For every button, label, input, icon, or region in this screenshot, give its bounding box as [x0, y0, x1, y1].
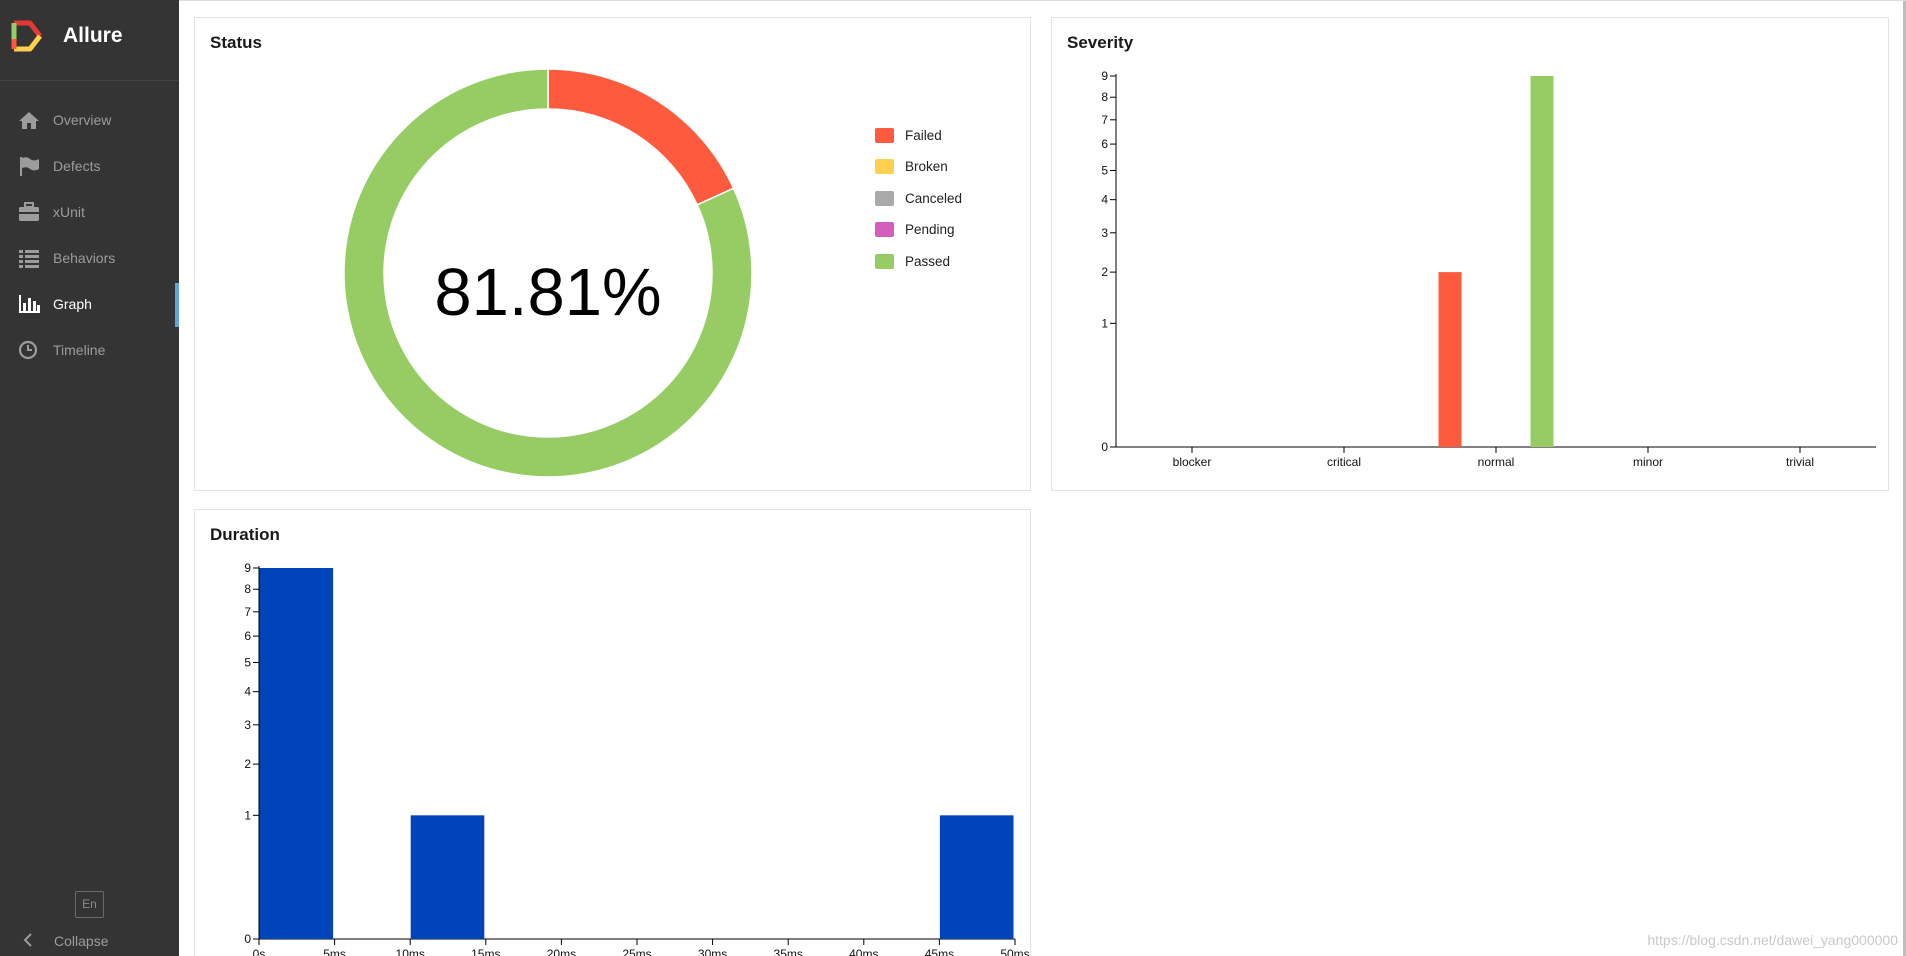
chevron-left-icon [23, 933, 32, 947]
duration-histogram: 0 1 2 3 4 5 6 7 8 9 0s 5ms 10ms 15ms 20ms 25ms 30ms 35ms 4… [244, 561, 1029, 956]
x-tick-label: critical [1327, 455, 1361, 469]
y-tick-label: 5 [244, 655, 251, 669]
legend-label: Pending [905, 222, 955, 238]
severity-widget: Severity 0 1 2 3 4 5 6 7 8 9 blocker critical normal… [1051, 17, 1889, 491]
y-tick-label: 3 [244, 718, 251, 732]
x-tick-label: 0s [253, 947, 266, 956]
legend-swatch [875, 128, 894, 143]
page-scrollbar[interactable] [1903, 1, 1906, 956]
donut-slice-passed [343, 68, 753, 478]
sidebar: Allure Overview Defects [0, 0, 179, 956]
duration-bar [410, 815, 485, 939]
status-title: Status [210, 33, 262, 52]
y-tick-label: 6 [244, 629, 251, 643]
sidebar-item-label: Graph [53, 296, 92, 312]
list-icon [19, 250, 39, 268]
sidebar-item-label: Timeline [53, 342, 106, 358]
allure-logo-icon [11, 20, 42, 52]
x-tick-label: 25ms [622, 947, 651, 956]
y-tick-label: 9 [244, 561, 251, 575]
legend-label: Failed [905, 128, 942, 143]
app-name: Allure [63, 24, 123, 47]
sidebar-nav: Overview Defects xUnit [0, 97, 179, 373]
home-icon [19, 112, 39, 129]
y-tick-label: 3 [1101, 226, 1108, 240]
y-tick-label: 2 [244, 757, 251, 771]
duration-bar [259, 568, 334, 939]
duration-bar [939, 815, 1014, 939]
sidebar-item-label: Overview [53, 112, 112, 128]
legend-label: Broken [905, 159, 948, 175]
y-tick-label: 5 [1101, 163, 1108, 177]
x-tick-label: 45ms [925, 947, 954, 956]
y-tick-label: 2 [1101, 265, 1108, 279]
legend-swatch [875, 253, 894, 269]
x-tick-label: 40ms [849, 947, 878, 956]
sidebar-item-label: Behaviors [53, 250, 116, 266]
severity-bar-normal-failed [1438, 272, 1462, 447]
collapse-label: Collapse [54, 933, 109, 949]
flag-icon [20, 157, 39, 176]
legend-label: Passed [905, 253, 951, 269]
x-tick-label: 20ms [547, 947, 576, 956]
sidebar-item-timeline[interactable]: Timeline [0, 327, 179, 373]
status-widget: Status 81.81% Failed Broken Canceled [194, 17, 1031, 491]
y-tick-label: 1 [1101, 316, 1108, 330]
severity-title: Severity [1067, 33, 1134, 52]
sidebar-item-overview[interactable]: Overview [0, 97, 179, 143]
x-tick-label: 30ms [698, 947, 727, 956]
sidebar-item-behaviors[interactable]: Behaviors [0, 235, 179, 281]
y-tick-label: 0 [1101, 440, 1108, 454]
language-switcher[interactable]: En [75, 891, 104, 918]
sidebar-item-graph[interactable]: Graph [0, 281, 179, 327]
x-tick-label: normal [1478, 455, 1515, 469]
collapse-button[interactable]: Collapse [0, 928, 179, 956]
y-tick-label: 9 [1101, 69, 1108, 83]
severity-bar-chart: 0 1 2 3 4 5 6 7 8 9 blocker critical normal minor triv… [1101, 69, 1876, 469]
severity-bar-normal-passed [1530, 76, 1554, 447]
y-tick-label: 4 [244, 685, 251, 699]
y-tick-label: 7 [244, 605, 251, 619]
x-tick-label: 15ms [471, 947, 500, 956]
legend-label: Canceled [905, 190, 963, 206]
y-tick-label: 7 [1101, 113, 1108, 127]
status-donut-chart: 81.81% [343, 68, 753, 478]
x-tick-label: 35ms [774, 947, 803, 956]
duration-title: Duration [210, 525, 280, 544]
y-tick-label: 6 [1101, 137, 1108, 151]
x-tick-label: 50ms [1000, 947, 1029, 956]
brand[interactable]: Allure [0, 0, 179, 81]
status-percent-label: 81.81% [434, 255, 661, 330]
x-tick-label: blocker [1173, 455, 1212, 469]
x-tick-label: trivial [1786, 455, 1814, 469]
briefcase-icon [19, 202, 39, 221]
duration-widget: Duration 0 1 2 3 4 5 6 7 8 9 0s 5ms 10ms 15ms 20ms 25ms… [194, 509, 1031, 956]
y-tick-label: 8 [1101, 90, 1108, 104]
x-tick-label: minor [1633, 455, 1663, 469]
legend-swatch [875, 190, 894, 206]
watermark: https://blog.csdn.net/dawei_yang000000 [1647, 932, 1898, 948]
sidebar-item-defects[interactable]: Defects [0, 143, 179, 189]
y-tick-label: 1 [244, 808, 251, 822]
sidebar-item-xunit[interactable]: xUnit [0, 189, 179, 235]
y-tick-label: 0 [244, 932, 251, 946]
graph-page: Status 81.81% Failed Broken Canceled [179, 0, 1906, 956]
donut-slice-failed [547, 68, 735, 206]
clock-icon [18, 340, 38, 360]
legend-swatch [875, 222, 894, 238]
x-tick-label: 5ms [323, 947, 346, 956]
x-tick-label: 10ms [396, 947, 425, 956]
sidebar-item-label: xUnit [53, 204, 85, 220]
sidebar-item-label: Defects [53, 158, 101, 174]
bar-chart-icon [19, 295, 40, 313]
y-tick-label: 8 [244, 582, 251, 596]
legend-swatch [875, 159, 894, 175]
y-tick-label: 4 [1101, 193, 1108, 207]
